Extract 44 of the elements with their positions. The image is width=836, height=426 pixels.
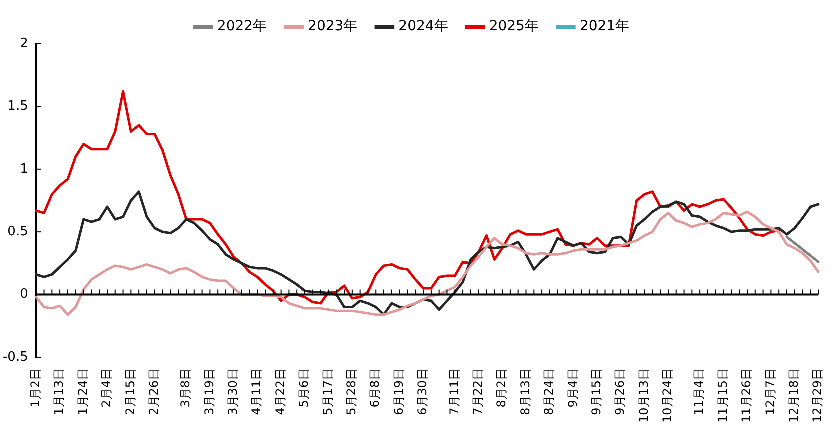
x-tick-label: 7月22日 — [470, 368, 485, 416]
x-tick-label: 10月13日 — [636, 368, 651, 424]
legend-label: 2022年 — [217, 18, 268, 35]
y-tick-label: 2 — [20, 36, 28, 52]
legend-label: 2025年 — [489, 18, 539, 35]
x-tick-label: 5月28日 — [344, 368, 359, 416]
x-tick-label: 5月17日 — [320, 368, 335, 416]
y-tick-label: 0.5 — [8, 224, 28, 240]
x-tick-label: 4月11日 — [250, 368, 264, 416]
x-tick-label: 8月13日 — [518, 368, 532, 416]
x-tick-label: 10月24日 — [660, 368, 675, 424]
x-tick-label: 9月15日 — [589, 368, 604, 416]
x-tick-label: 2月15日 — [123, 368, 138, 416]
x-tick-label: 3月19日 — [202, 368, 216, 416]
x-tick-label: 2月4日 — [100, 368, 114, 408]
x-tick-label: 11月15日 — [716, 368, 730, 424]
x-tick-label: 1月24日 — [76, 368, 90, 416]
x-tick-label: 11月26日 — [740, 368, 754, 424]
legend-label: 2024年 — [398, 18, 448, 35]
x-tick-label: 2月26日 — [147, 368, 162, 416]
x-tick-label: 3月30日 — [226, 368, 240, 416]
x-tick-label: 1月13日 — [52, 368, 66, 416]
x-tick-label: 6月19日 — [392, 368, 406, 416]
x-tick-label: 12月7日 — [763, 368, 778, 416]
x-tick-label: 5月6日 — [297, 368, 312, 408]
x-tick-label: 9月4日 — [566, 368, 580, 408]
x-tick-label: 8月2日 — [494, 368, 509, 408]
x-tick-label: 1月2日 — [28, 368, 42, 408]
x-tick-label: 12月18日 — [787, 368, 802, 424]
x-tick-label: 11月4日 — [692, 368, 706, 416]
legend-label: 2023年 — [308, 18, 358, 35]
x-tick-label: 6月8日 — [368, 368, 382, 408]
y-tick-label: 0 — [20, 287, 28, 302]
legend-label: 2021年 — [580, 18, 630, 35]
x-tick-label: 8月24日 — [542, 368, 556, 416]
y-tick-label: -0.5 — [2, 350, 28, 365]
x-tick-label: 7月11日 — [447, 368, 462, 416]
x-tick-label: 9月26日 — [613, 368, 628, 416]
y-tick-label: 1.5 — [8, 99, 28, 114]
y-tick-label: 1 — [20, 162, 28, 177]
x-tick-label: 12月29日 — [810, 368, 825, 424]
x-tick-label: 4月22日 — [273, 368, 288, 416]
x-tick-label: 6月30日 — [416, 368, 430, 416]
x-tick-label: 3月8日 — [178, 368, 193, 408]
